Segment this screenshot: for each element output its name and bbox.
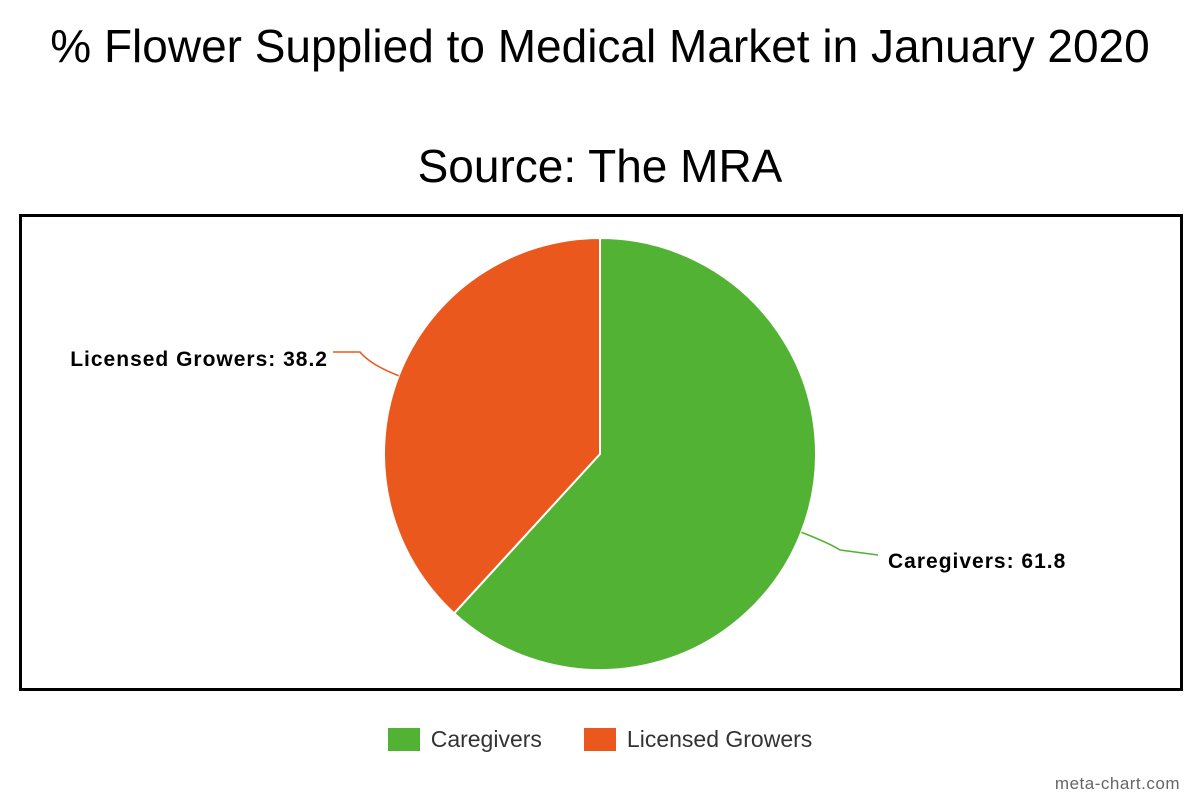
legend-label-licensed-growers: Licensed Growers bbox=[626, 726, 813, 752]
legend-item-caregivers[interactable]: Caregivers bbox=[387, 726, 542, 753]
pie-slice-caregivers[interactable] bbox=[452, 236, 817, 671]
chart-title: % Flower Supplied to Medical Market in J… bbox=[50, 20, 1150, 72]
plot-area bbox=[19, 214, 1183, 691]
data-label-caregivers: Caregivers: 61.8 bbox=[888, 550, 1066, 573]
pie-slices bbox=[383, 236, 817, 671]
legend-item-licensed-growers[interactable]: Licensed Growers bbox=[583, 726, 813, 753]
data-label-licensed-growers: Licensed Growers: 38.2 bbox=[70, 348, 328, 371]
legend: Caregivers Licensed Growers bbox=[0, 726, 1200, 753]
pie-labels: Caregivers: 61.8 Licensed Growers: 38.2 bbox=[70, 348, 1066, 573]
legend-label-caregivers: Caregivers bbox=[430, 726, 542, 752]
pie-slice-licensed-growers[interactable] bbox=[383, 236, 601, 615]
label-connector-licensed-growers bbox=[333, 351, 399, 377]
watermark: meta-chart.com bbox=[1054, 774, 1180, 793]
chart-subtitle: Source: The MRA bbox=[417, 140, 783, 192]
pie-connectors bbox=[333, 351, 879, 556]
legend-swatch-licensed-growers bbox=[583, 728, 616, 751]
label-connector-caregivers bbox=[801, 531, 879, 556]
legend-swatch-caregivers bbox=[387, 728, 420, 751]
